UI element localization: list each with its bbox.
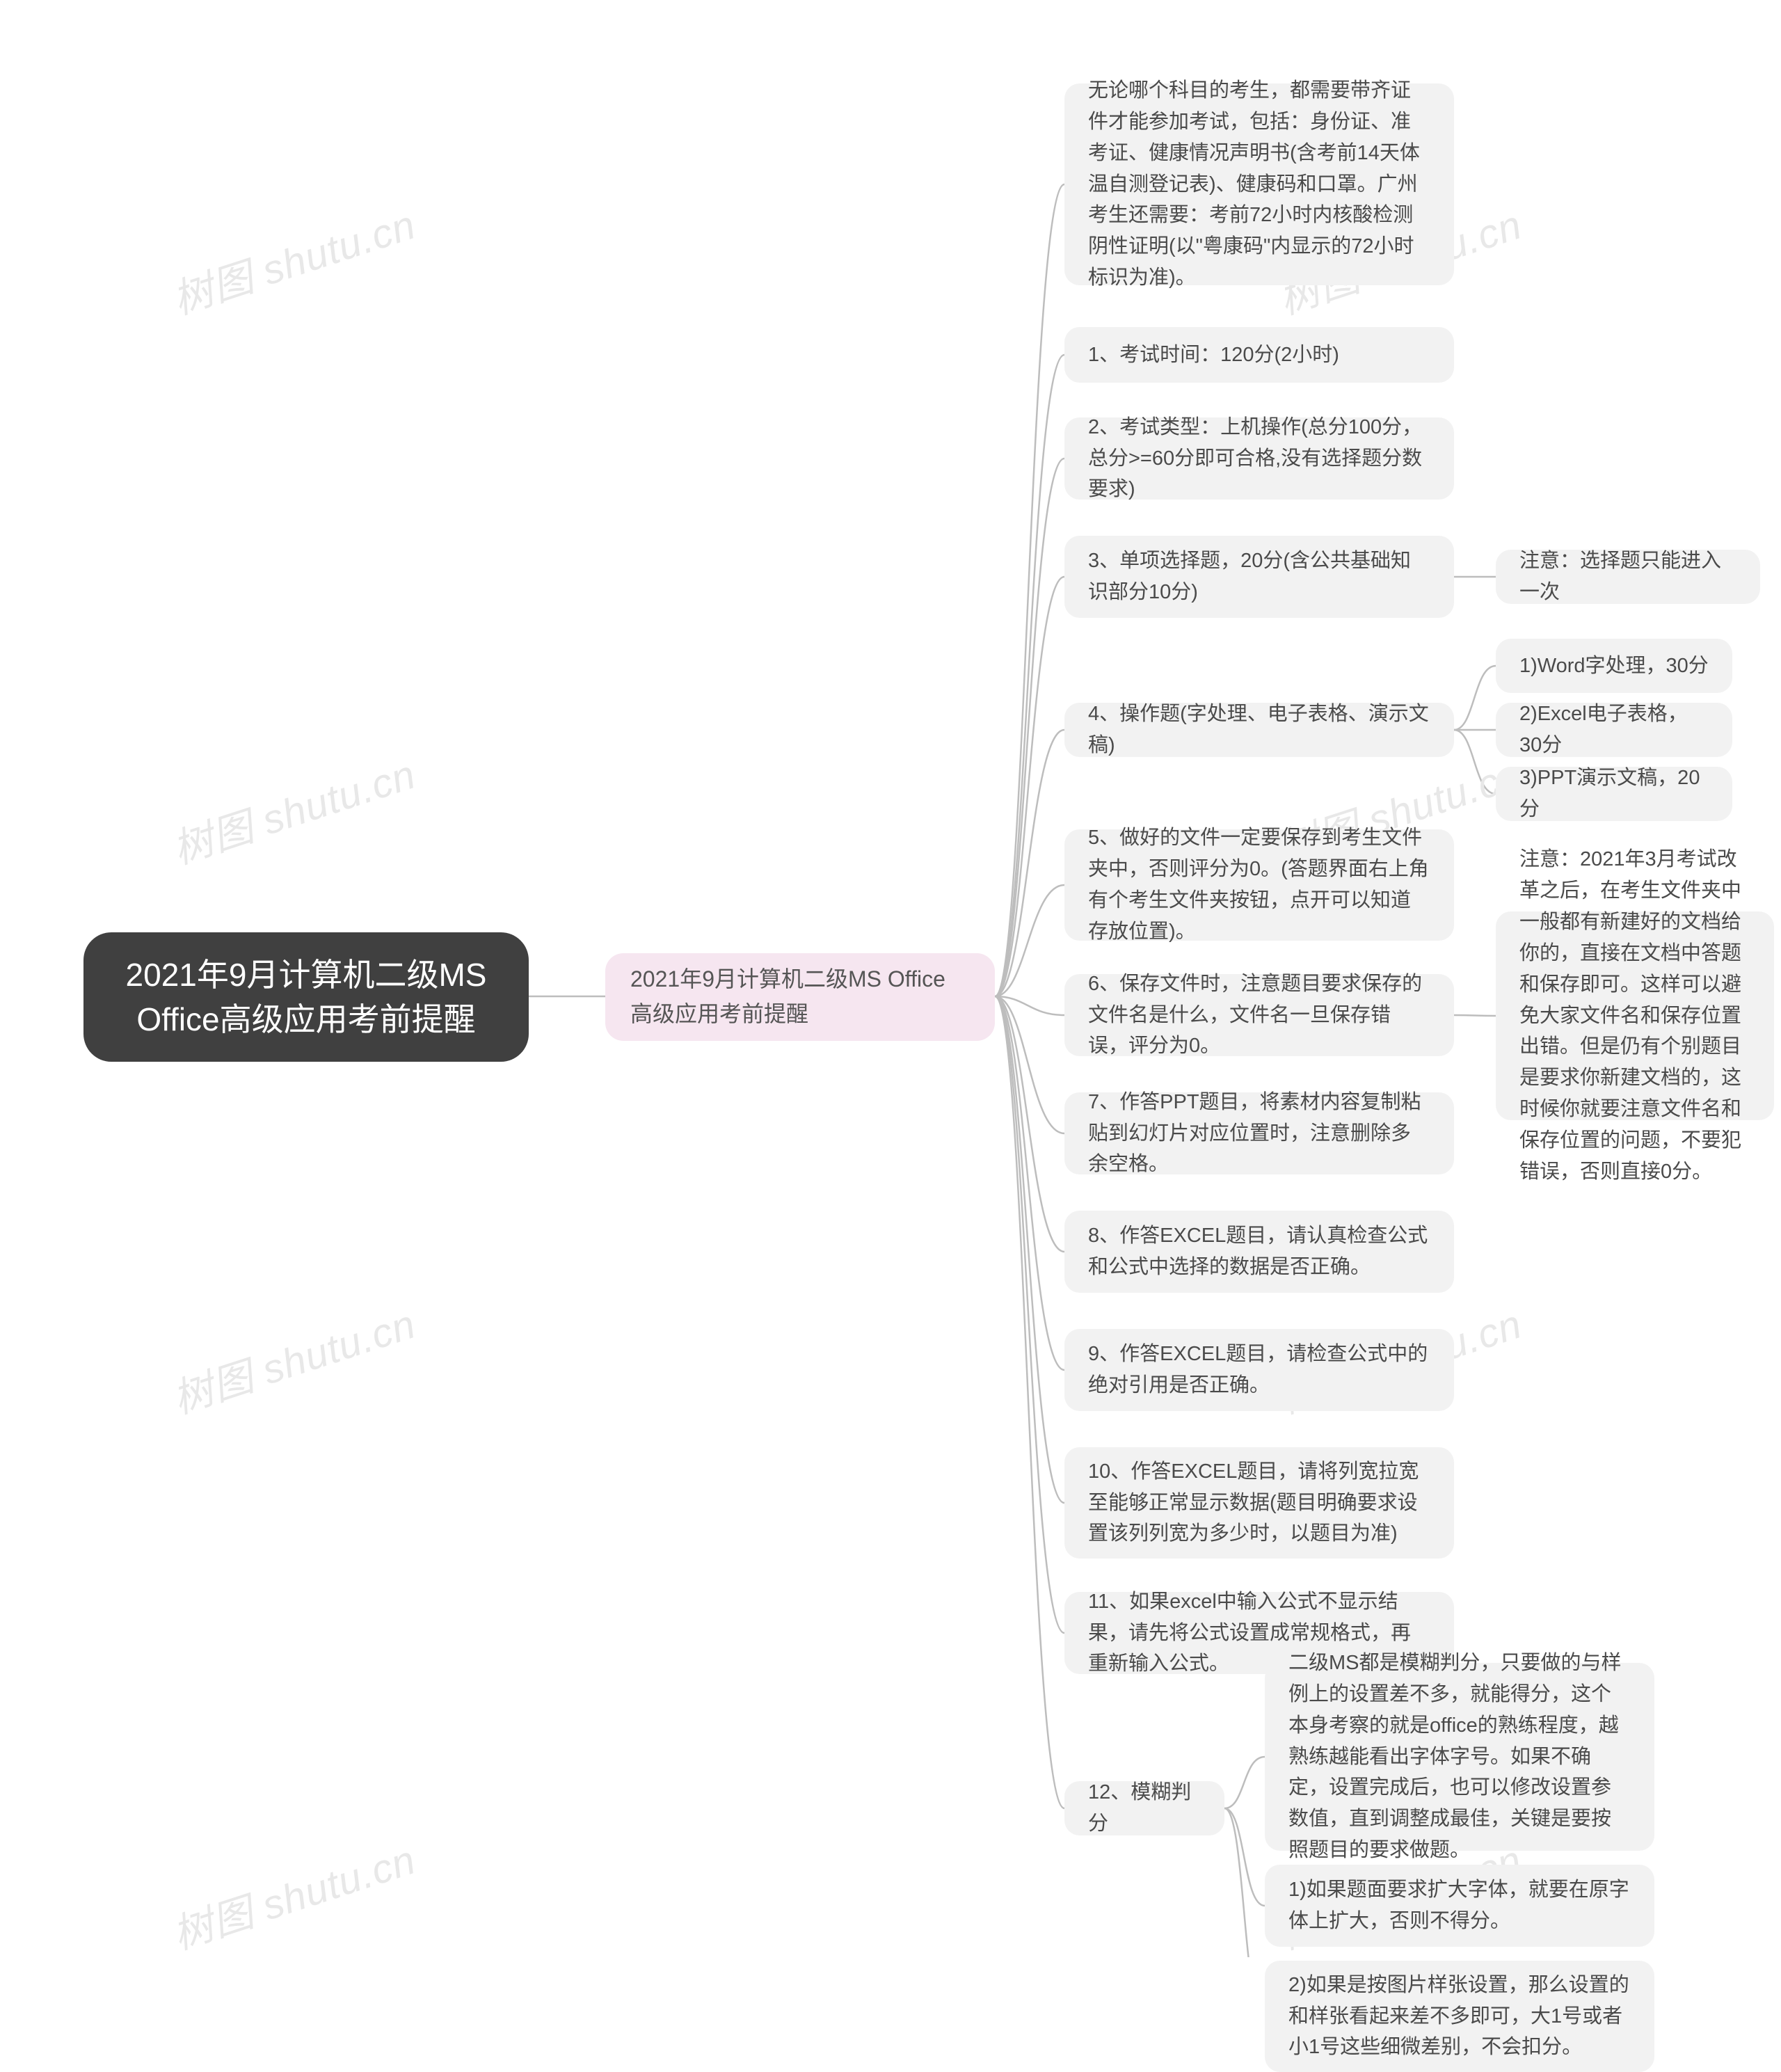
l4-node-12a[interactable]: 二级MS都是模糊判分，只要做的与样例上的设置差不多，就能得分，这个本身考察的就是… [1265, 1663, 1654, 1851]
l3-node-6[interactable]: 6、保存文件时，注意题目要求保存的文件名是什么，文件名一旦保存错误，评分为0。 [1064, 974, 1454, 1056]
l4-node-4c[interactable]: 3)PPT演示文稿，20分 [1496, 767, 1732, 821]
l3-node-7[interactable]: 7、作答PPT题目，将素材内容复制粘贴到幻灯片对应位置时，注意删除多余空格。 [1064, 1092, 1454, 1174]
mindmap-canvas: 树图 shutu.cn 树图 shutu.cn 树图 shutu.cn 树图 s… [0, 0, 1781, 1957]
watermark: 树图 shutu.cn [164, 742, 422, 875]
l3-node-8[interactable]: 8、作答EXCEL题目，请认真检查公式和公式中选择的数据是否正确。 [1064, 1211, 1454, 1293]
l3-node-10[interactable]: 10、作答EXCEL题目，请将列宽拉宽至能够正常显示数据(题目明确要求设置该列列… [1064, 1447, 1454, 1559]
watermark: 树图 shutu.cn [164, 1827, 422, 1961]
l3-node-12[interactable]: 12、模糊判分 [1064, 1781, 1224, 1835]
l3-node-2[interactable]: 2、考试类型：上机操作(总分100分，总分>=60分即可合格,没有选择题分数要求… [1064, 417, 1454, 500]
l3-node-3[interactable]: 3、单项选择题，20分(含公共基础知识部分10分) [1064, 536, 1454, 618]
root-node[interactable]: 2021年9月计算机二级MSOffice高级应用考前提醒 [83, 932, 529, 1062]
l3-node-0[interactable]: 无论哪个科目的考生，都需要带齐证件才能参加考试，包括：身份证、准考证、健康情况声… [1064, 83, 1454, 285]
l3-node-1[interactable]: 1、考试时间：120分(2小时) [1064, 327, 1454, 383]
l3-node-4[interactable]: 4、操作题(字处理、电子表格、演示文稿) [1064, 703, 1454, 757]
l4-node-4b[interactable]: 2)Excel电子表格，30分 [1496, 703, 1732, 757]
l4-node-12c[interactable]: 2)如果是按图片样张设置，那么设置的和样张看起来差不多即可，大1号或者小1号这些… [1265, 1961, 1654, 2072]
l4-node-6a[interactable]: 注意：2021年3月考试改革之后，在考生文件夹中一般都有新建好的文档给你的，直接… [1496, 911, 1774, 1120]
l4-node-4a[interactable]: 1)Word字处理，30分 [1496, 639, 1732, 693]
l3-node-9[interactable]: 9、作答EXCEL题目，请检查公式中的绝对引用是否正确。 [1064, 1329, 1454, 1411]
watermark: 树图 shutu.cn [164, 192, 422, 326]
watermark: 树图 shutu.cn [164, 1291, 422, 1425]
level2-node[interactable]: 2021年9月计算机二级MS Office高级应用考前提醒 [605, 953, 995, 1041]
l4-node-12b[interactable]: 1)如果题面要求扩大字体，就要在原字体上扩大，否则不得分。 [1265, 1865, 1654, 1947]
l3-node-5[interactable]: 5、做好的文件一定要保存到考生文件夹中，否则评分为0。(答题界面右上角有个考生文… [1064, 829, 1454, 941]
l4-node-3a[interactable]: 注意：选择题只能进入一次 [1496, 550, 1760, 604]
